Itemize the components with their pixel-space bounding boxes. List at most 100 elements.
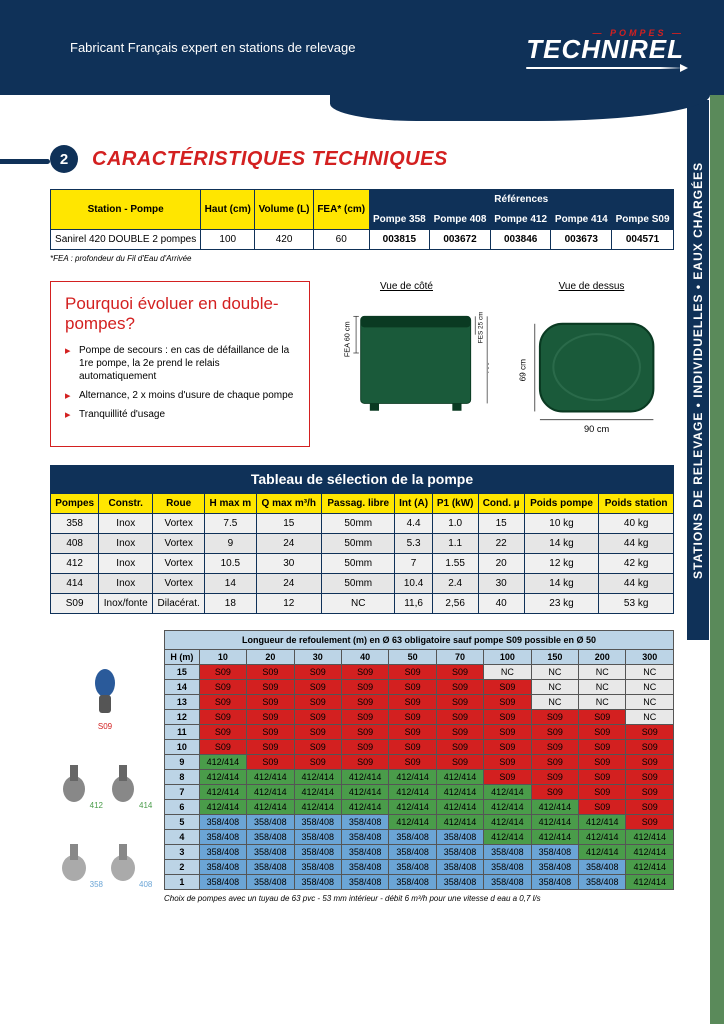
logo-main: TECHNIREL <box>526 34 684 64</box>
len-cell: S09 <box>579 725 626 740</box>
len-h-val: 1 <box>165 875 200 890</box>
len-cell: 358/408 <box>341 845 388 860</box>
length-note: Choix de pompes avec un tuyau de 63 pvc … <box>164 894 674 903</box>
len-cell: S09 <box>294 725 341 740</box>
sel-cell: 358 <box>51 514 99 534</box>
sel-cell: 1.1 <box>432 534 478 554</box>
pump-img-412-414: 412 414 <box>58 761 153 810</box>
len-cell: 358/408 <box>579 860 626 875</box>
header-tagline: Fabricant Français expert en stations de… <box>70 40 355 55</box>
len-cell: 412/414 <box>436 800 483 815</box>
len-cell: NC <box>579 680 626 695</box>
ref-hdr-refs: Références <box>369 190 673 210</box>
len-cell: S09 <box>531 755 578 770</box>
sel-cell: 53 kg <box>599 594 674 614</box>
sel-cell: 408 <box>51 534 99 554</box>
len-cell: S09 <box>199 740 246 755</box>
len-cell: NC <box>484 665 531 680</box>
len-cell: 358/408 <box>531 875 578 890</box>
why-title: Pourquoi évoluer en double-pompes? <box>65 294 295 334</box>
len-col-hdr: 20 <box>247 650 294 665</box>
len-cell: NC <box>626 695 674 710</box>
pump-img-358-408: 358 408 <box>58 840 153 889</box>
why-bullet: Alternance, 2 x moins d'usure de chaque … <box>65 389 295 402</box>
sel-cell: Vortex <box>153 534 205 554</box>
len-cell: S09 <box>626 785 674 800</box>
sel-cell: Inox <box>99 554 153 574</box>
len-cell: 358/408 <box>484 860 531 875</box>
page: STATIONS DE RELEVAGE • INDIVIDUELLES • E… <box>0 0 724 923</box>
len-cell: 358/408 <box>389 845 436 860</box>
sel-cell: 40 <box>478 594 524 614</box>
section-title: 2 CARACTÉRISTIQUES TECHNIQUES <box>50 145 674 173</box>
sel-hdr: Poids station <box>599 494 674 514</box>
ref-hdr-vol: Volume (L) <box>255 190 314 230</box>
sel-hdr: Constr. <box>99 494 153 514</box>
selection-title: Tableau de sélection de la pompe <box>50 465 674 493</box>
len-cell: 358/408 <box>579 875 626 890</box>
diagram-side: Vue de côté FEA 60 cm FES 25 cm 100 <box>324 281 489 447</box>
ref-navy-hdr: Pompe 408 <box>430 210 491 230</box>
why-bullet: Tranquillité d'usage <box>65 408 295 421</box>
len-cell: S09 <box>294 755 341 770</box>
sel-hdr: Passag. libre <box>322 494 395 514</box>
len-cell: 358/408 <box>436 830 483 845</box>
ref-navy-hdr: Pompe 358 <box>369 210 430 230</box>
len-cell: S09 <box>579 770 626 785</box>
sel-cell: 2,56 <box>432 594 478 614</box>
ref-vol: 420 <box>255 230 314 250</box>
len-cell: S09 <box>247 740 294 755</box>
sel-cell: 12 <box>256 594 321 614</box>
sel-cell: 14 <box>205 574 256 594</box>
len-row: 4358/408358/408358/408358/408358/408358/… <box>165 830 674 845</box>
sel-cell: NC <box>322 594 395 614</box>
len-cell: S09 <box>294 710 341 725</box>
len-cell: NC <box>626 710 674 725</box>
length-table-wrap: Longueur de refoulement (m) en Ø 63 obli… <box>164 630 674 903</box>
len-cell: S09 <box>341 710 388 725</box>
ref-hdr-fea: FEA* (cm) <box>313 190 369 230</box>
sel-cell: 2.4 <box>432 574 478 594</box>
sel-cell: Vortex <box>153 574 205 594</box>
len-cell: S09 <box>294 740 341 755</box>
svg-text:FEA 60 cm: FEA 60 cm <box>343 321 352 357</box>
sel-cell: 44 kg <box>599 534 674 554</box>
sel-cell: 30 <box>256 554 321 574</box>
len-cell: S09 <box>247 665 294 680</box>
length-title: Longueur de refoulement (m) en Ø 63 obli… <box>165 631 674 650</box>
len-col-hdr: 200 <box>579 650 626 665</box>
len-cell: 358/408 <box>294 875 341 890</box>
len-row: 7412/414412/414412/414412/414412/414412/… <box>165 785 674 800</box>
len-cell: S09 <box>531 740 578 755</box>
len-h-val: 3 <box>165 845 200 860</box>
len-h-val: 13 <box>165 695 200 710</box>
len-cell: S09 <box>389 710 436 725</box>
ref-haut: 100 <box>201 230 255 250</box>
len-h-val: 12 <box>165 710 200 725</box>
len-cell: 412/414 <box>294 770 341 785</box>
len-cell: S09 <box>626 770 674 785</box>
sel-row: 414InoxVortex142450mm10.42.43014 kg44 kg <box>51 574 674 594</box>
sel-cell: Dilacérat. <box>153 594 205 614</box>
len-cell: 412/414 <box>247 770 294 785</box>
len-cell: 412/414 <box>199 755 246 770</box>
len-cell: 358/408 <box>341 860 388 875</box>
len-h-val: 5 <box>165 815 200 830</box>
sel-cell: 14 kg <box>524 534 599 554</box>
sel-row: 358InoxVortex7.51550mm4.41.01510 kg40 kg <box>51 514 674 534</box>
sel-hdr: Roue <box>153 494 205 514</box>
header: Fabricant Français expert en stations de… <box>0 0 724 95</box>
sel-cell: 15 <box>256 514 321 534</box>
len-cell: S09 <box>579 755 626 770</box>
len-col-hdr: 50 <box>389 650 436 665</box>
sel-cell: 24 <box>256 534 321 554</box>
len-cell: 358/408 <box>247 830 294 845</box>
len-cell: 412/414 <box>341 785 388 800</box>
len-cell: 358/408 <box>294 860 341 875</box>
sel-row: 408InoxVortex92450mm5.31.12214 kg44 kg <box>51 534 674 554</box>
len-cell: 358/408 <box>199 860 246 875</box>
len-cell: S09 <box>389 755 436 770</box>
selection-table: PompesConstr.RoueH max mQ max m³/hPassag… <box>50 493 674 614</box>
ref-navy-hdr: Pompe 412 <box>490 210 551 230</box>
content: 2 CARACTÉRISTIQUES TECHNIQUES Station - … <box>0 95 724 923</box>
